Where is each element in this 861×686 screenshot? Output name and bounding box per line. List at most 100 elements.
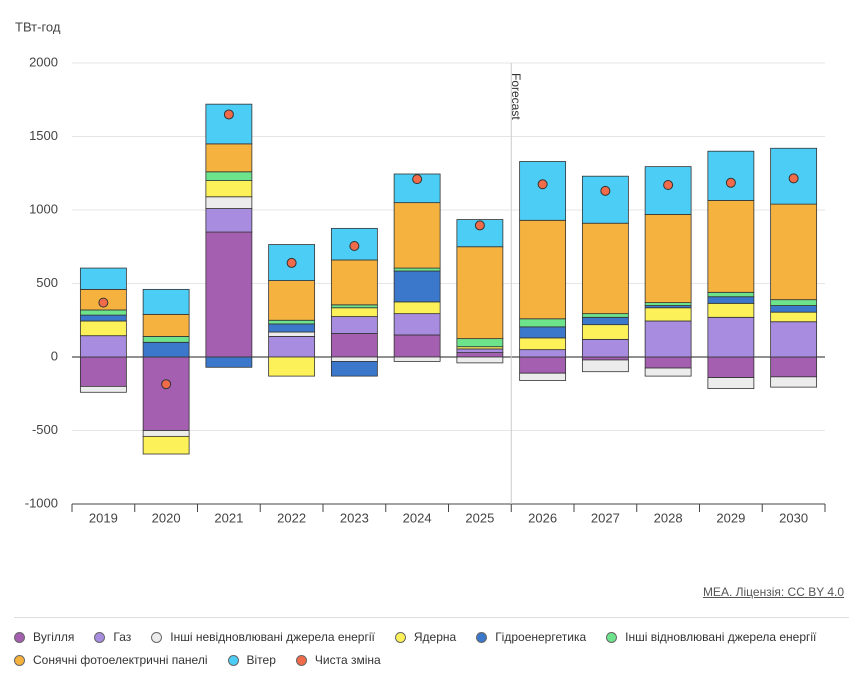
bar-segment: [707, 356, 755, 378]
bar-segment: [79, 356, 127, 387]
bar-segment: [79, 385, 127, 393]
legend-item[interactable]: Вітер: [227, 653, 276, 667]
forecast-label: Forecast: [509, 73, 523, 120]
legend-item[interactable]: Інші невідновлювані джерела енергії: [151, 630, 375, 644]
bar-segment: [581, 313, 629, 318]
x-tick-label: 2022: [277, 510, 306, 525]
net-change-dot: [223, 109, 234, 120]
bar-segment: [330, 259, 378, 306]
legend-swatch: [14, 654, 25, 666]
y-tick-label: 1000: [29, 201, 58, 216]
legend-item[interactable]: Сонячні фотоелектричні панелі: [14, 653, 208, 667]
bar-segment: [581, 222, 629, 315]
legend-item[interactable]: Гідроенергетика: [476, 630, 586, 644]
bar-segment: [707, 291, 755, 298]
bar-segment: [770, 321, 818, 358]
bar-segment: [79, 309, 127, 316]
bar-segment: [770, 305, 818, 313]
bar-segment: [707, 150, 755, 201]
y-unit: ТВт-год: [15, 19, 61, 34]
legend-label: Газ: [113, 630, 132, 644]
net-change-dot: [600, 185, 611, 196]
bar-segment: [456, 352, 504, 358]
bar-segment: [268, 336, 316, 358]
bar-segment: [644, 166, 692, 215]
bar-segment: [330, 227, 378, 261]
bar-segment: [268, 323, 316, 333]
net-change-dot: [412, 174, 423, 185]
bar-segment: [142, 313, 190, 337]
x-tick-label: 2023: [340, 510, 369, 525]
legend-swatch: [94, 631, 106, 643]
net-change-dot: [161, 379, 172, 390]
bar-segment: [142, 435, 190, 455]
bar-segment: [644, 356, 692, 369]
legend-item[interactable]: Газ: [94, 630, 131, 644]
bar-segment: [79, 335, 127, 358]
legend-item[interactable]: Вугілля: [14, 630, 74, 644]
legend-label: Інші невідновлювані джерела енергії: [170, 630, 375, 644]
legend-swatch: [151, 631, 163, 643]
bar-segment: [79, 267, 127, 290]
bar-segment: [330, 333, 378, 358]
x-tick-label: 2028: [654, 510, 683, 525]
legend-item[interactable]: Чиста зміна: [295, 653, 381, 667]
bar-segment: [205, 180, 253, 198]
bar-segment: [393, 202, 441, 269]
bar-segment: [770, 311, 818, 323]
bar-segment: [142, 336, 190, 343]
bar-segment: [456, 338, 504, 348]
bar-segment: [644, 307, 692, 322]
bar-segment: [770, 203, 818, 301]
source[interactable]: МЕА. Ліцензія: CC BY 4.0: [702, 585, 844, 599]
bar-segment: [79, 320, 127, 337]
bar-segment: [205, 171, 253, 181]
bar-segment: [330, 316, 378, 334]
bar-segment: [205, 356, 253, 368]
chart: ТВт-год -1000 -500 0 500 1000 1500 2000 Forecas…: [15, 19, 826, 525]
bar-segment: [707, 302, 755, 318]
bar-segment: [330, 356, 378, 362]
net-change-dot: [788, 173, 799, 184]
y-tick-label: 0: [51, 348, 58, 363]
legend-swatch: [227, 654, 239, 666]
y-tick-label: -500: [32, 422, 58, 437]
bar-segment: [393, 356, 441, 362]
bar-segment: [581, 175, 629, 224]
legend-label: Вугілля: [33, 630, 75, 644]
x-tick-label: 2025: [465, 510, 494, 525]
bar-segment: [393, 267, 441, 272]
bar-segment: [519, 318, 567, 328]
net-change-dot: [349, 241, 360, 252]
bar-segment: [142, 341, 190, 358]
net-change-dot: [98, 297, 109, 308]
bar-segment: [330, 307, 378, 317]
x-tick-label: 2030: [779, 510, 808, 525]
x-tick-label: 2027: [591, 510, 620, 525]
bar-segment: [519, 356, 567, 374]
bar-segment: [707, 316, 755, 358]
legend: Вугілля Газ Інші невідновлювані джерела ен…: [14, 630, 849, 667]
y-tick-label: 2000: [29, 54, 58, 69]
bar-segment: [205, 231, 253, 358]
bar-segment: [205, 143, 253, 173]
bar-segment: [205, 208, 253, 233]
bar-segment: [268, 280, 316, 321]
legend-item[interactable]: Ядерна: [394, 630, 456, 644]
x-tick-label: 2029: [716, 510, 745, 525]
legend-item[interactable]: Інші відновлювані джерела енергії: [606, 630, 816, 644]
legend-label: Інші відновлювані джерела енергії: [625, 630, 817, 644]
bar-segment: [707, 200, 755, 293]
bar-segment: [519, 326, 567, 339]
net-change-dot: [286, 257, 297, 268]
bar-segment: [770, 376, 818, 388]
net-change-dot: [537, 179, 548, 190]
bar-segment: [142, 430, 190, 437]
bar-segment: [519, 372, 567, 381]
bar-segment: [393, 270, 441, 303]
bar-segment: [142, 356, 190, 431]
y-tick-label: 1500: [29, 128, 58, 143]
bar-segment: [707, 296, 755, 304]
bar-segment: [644, 367, 692, 377]
net-change-dot: [663, 180, 674, 191]
